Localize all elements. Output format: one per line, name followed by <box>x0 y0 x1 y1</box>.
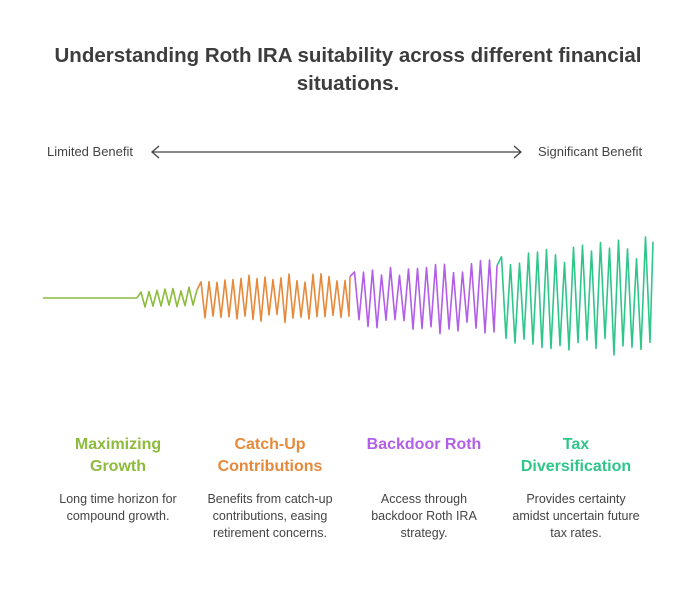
scale-right-label: Significant Benefit <box>538 144 643 159</box>
column-description: Benefits from catch-up contributions, ea… <box>207 492 333 540</box>
column-title: Catch-Up Contributions <box>217 436 323 475</box>
wave-segment <box>496 236 654 356</box>
title: Understanding Roth IRA suitability acros… <box>54 44 642 95</box>
column-title: Backdoor Roth <box>366 436 482 453</box>
wave <box>43 236 654 356</box>
wave-segment <box>136 286 198 308</box>
scale-arrow <box>151 145 522 159</box>
column-description: Long time horizon for compound growth. <box>59 492 177 523</box>
wave-segment <box>349 259 498 335</box>
wave-segment <box>196 272 351 324</box>
column-description: Provides certainty amidst uncertain futu… <box>512 492 640 540</box>
scale-left-label: Limited Benefit <box>47 144 133 159</box>
column-title: Tax Diversification <box>520 436 632 475</box>
column-description: Access through backdoor Roth IRA strateg… <box>371 492 477 540</box>
column-title: Maximizing Growth <box>74 436 162 475</box>
